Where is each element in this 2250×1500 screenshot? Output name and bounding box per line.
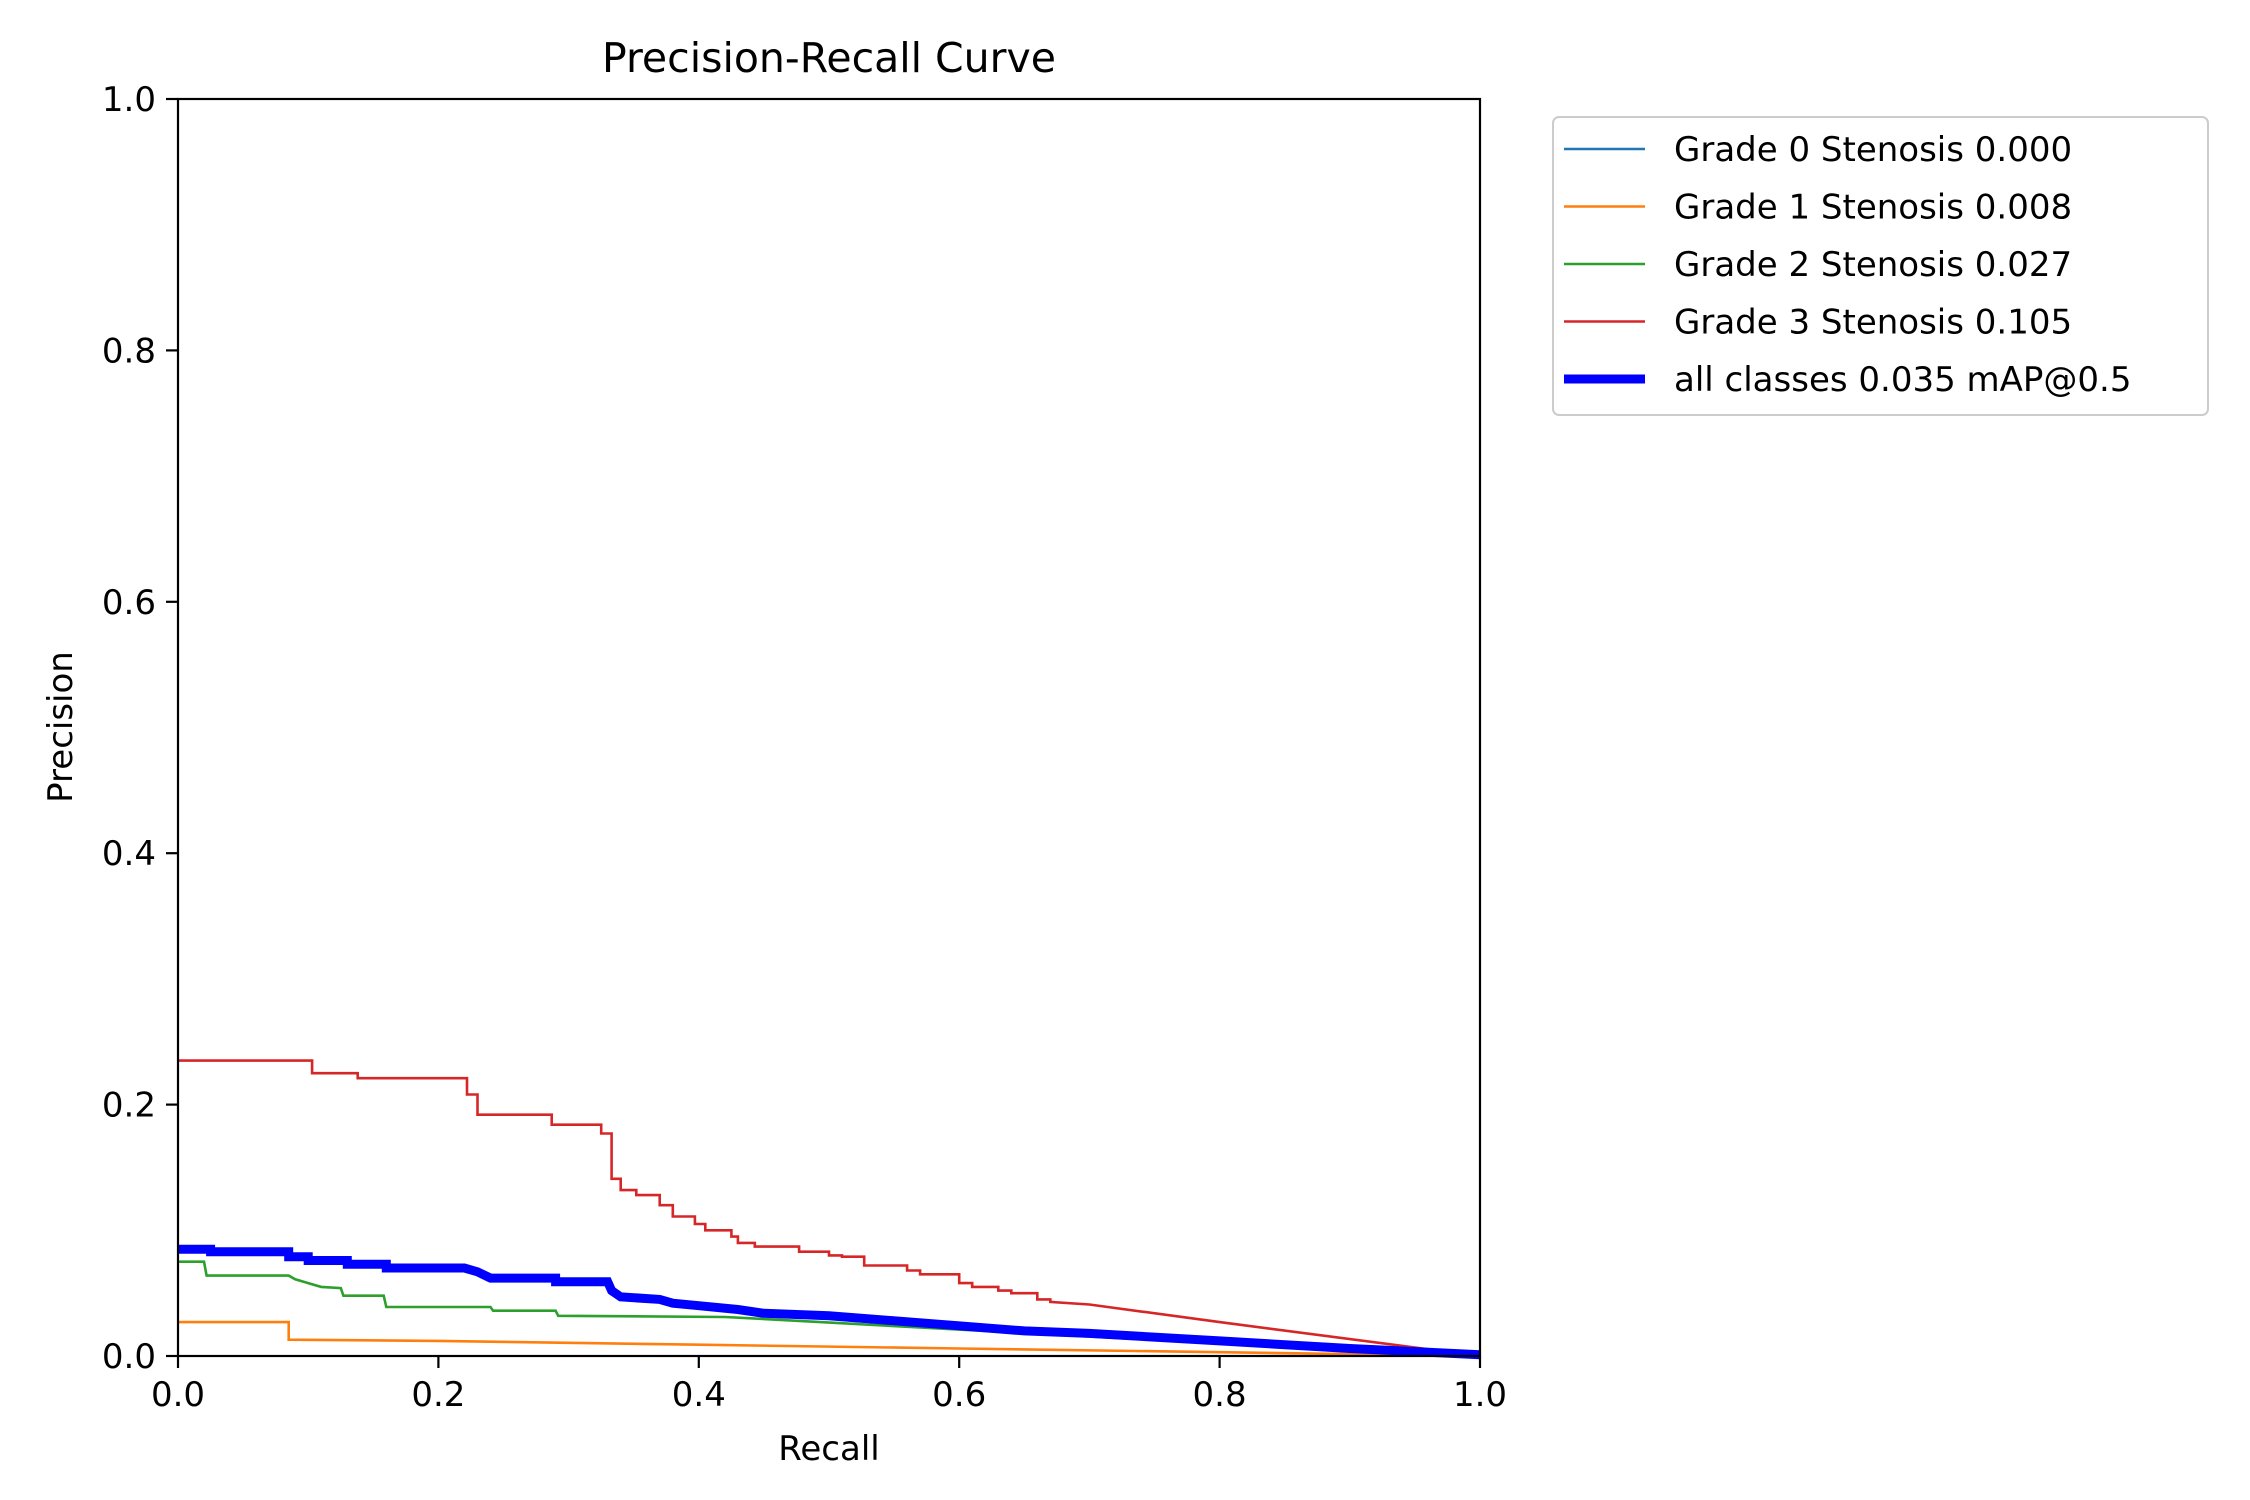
legend-label: Grade 2 Stenosis 0.027 bbox=[1674, 245, 2072, 285]
y-tick-label: 1.0 bbox=[102, 80, 156, 120]
x-tick-label: 0.2 bbox=[411, 1375, 465, 1415]
plot-area-frame bbox=[176, 97, 1482, 1358]
x-tick-label: 0.4 bbox=[672, 1375, 726, 1415]
y-tick-label: 0.8 bbox=[102, 331, 156, 371]
series-line-3 bbox=[178, 1059, 1481, 1358]
series-line-1 bbox=[178, 1320, 1481, 1358]
legend-label: Grade 1 Stenosis 0.008 bbox=[1674, 188, 2072, 228]
x-tick-label: 0.8 bbox=[1193, 1375, 1247, 1415]
legend-box bbox=[1552, 116, 2209, 416]
series-line-2 bbox=[178, 1260, 1481, 1358]
legend-items: Grade 0 Stenosis 0.000 Grade 1 Stenosis 0… bbox=[1564, 130, 2131, 400]
y-tick-label: 0.2 bbox=[102, 1086, 156, 1126]
y-tick-label: 0.4 bbox=[102, 834, 156, 874]
x-axis: 0.0 0.2 0.4 0.6 0.8 1.0 bbox=[151, 1356, 1507, 1415]
chart-title: Precision-Recall Curve bbox=[602, 34, 1056, 82]
y-axis: 0.0 0.2 0.4 0.6 0.8 1.0 bbox=[102, 80, 178, 1377]
series-line-4 bbox=[178, 1244, 1481, 1360]
y-tick-label: 0.6 bbox=[102, 583, 156, 623]
legend-label: Grade 0 Stenosis 0.000 bbox=[1674, 130, 2072, 170]
series-group bbox=[178, 1059, 1481, 1360]
legend-label: all classes 0.035 mAP@0.5 bbox=[1674, 360, 2131, 400]
x-tick-label: 0.6 bbox=[932, 1375, 986, 1415]
x-axis-label: Recall bbox=[778, 1429, 879, 1469]
x-tick-label: 1.0 bbox=[1453, 1375, 1507, 1415]
y-tick-label: 0.0 bbox=[102, 1337, 156, 1377]
x-tick-label: 0.0 bbox=[151, 1375, 205, 1415]
legend-label: Grade 3 Stenosis 0.105 bbox=[1674, 303, 2072, 343]
y-axis-label: Precision bbox=[41, 651, 81, 803]
legend: Grade 0 Stenosis 0.000 Grade 1 Stenosis 0… bbox=[1552, 116, 2209, 416]
